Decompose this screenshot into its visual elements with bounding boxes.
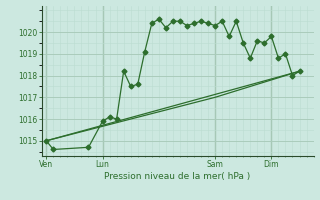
X-axis label: Pression niveau de la mer( hPa ): Pression niveau de la mer( hPa ) xyxy=(104,172,251,181)
